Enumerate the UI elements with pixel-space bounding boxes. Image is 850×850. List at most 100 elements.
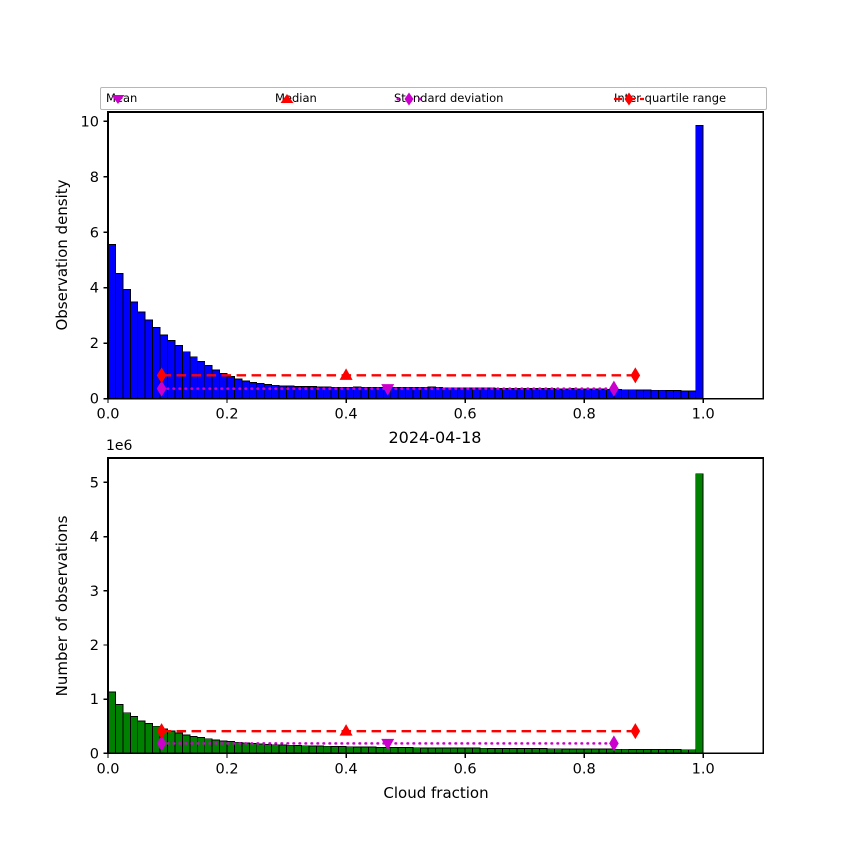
x-tick-label: 1.0 bbox=[691, 762, 714, 778]
histogram-bar bbox=[598, 388, 607, 399]
histogram-bar bbox=[694, 473, 704, 755]
y-tick-label: 10 bbox=[80, 114, 98, 130]
histogram-bar bbox=[412, 747, 421, 755]
histogram-bar bbox=[263, 383, 272, 399]
histogram-bar bbox=[196, 737, 205, 755]
axes-frame bbox=[106, 110, 764, 400]
x-tick-label: 0.4 bbox=[334, 762, 357, 778]
y-tick-label: 2 bbox=[89, 638, 98, 654]
y-tick-label: 1 bbox=[89, 692, 98, 708]
histogram-bar bbox=[114, 704, 124, 755]
histogram-bar bbox=[211, 739, 220, 755]
legend-item-mean: Mean bbox=[106, 88, 137, 109]
x-tick-label: 0.0 bbox=[96, 762, 119, 778]
mean-marker-icon bbox=[380, 383, 394, 396]
histogram-bar bbox=[590, 388, 600, 399]
diamond-dotted-line-icon bbox=[396, 92, 422, 106]
y-tick-label: 3 bbox=[89, 584, 98, 600]
x-tick-label: 0.8 bbox=[572, 762, 595, 778]
counts-histogram: 0.0 0.2 0.4 0.6 0.8 1.0 0 1 2 3 4 5 bbox=[89, 457, 764, 778]
histogram-bar bbox=[620, 388, 629, 399]
iqr-diamond-icon bbox=[630, 723, 640, 740]
density-histogram: 0.0 0.2 0.4 0.6 0.8 1.0 0 2 4 6 8 10 bbox=[80, 110, 764, 422]
histogram-bar bbox=[680, 390, 689, 399]
legend: Mean Median Standard deviation Inter qua… bbox=[100, 87, 767, 110]
histogram-bar bbox=[628, 388, 637, 399]
histogram-bar bbox=[360, 746, 369, 755]
plot-title: 2024-04-18 bbox=[388, 428, 482, 447]
histogram-bar bbox=[144, 723, 153, 755]
histogram-bar bbox=[315, 745, 324, 755]
histogram-bar bbox=[256, 382, 265, 399]
y-tick-label: 4 bbox=[89, 280, 98, 296]
histogram-bar bbox=[330, 746, 339, 755]
x-tick-label: 0.2 bbox=[215, 762, 238, 778]
histogram-bar bbox=[665, 389, 674, 399]
std-dev-diamond-icon bbox=[608, 735, 619, 752]
axes-frame bbox=[106, 457, 764, 755]
iqr-diamond-icon bbox=[630, 367, 640, 384]
y-tick-label: 4 bbox=[89, 530, 98, 546]
histogram-bar bbox=[136, 311, 146, 399]
histogram-bar bbox=[449, 747, 458, 755]
legend-label-iqr: Inter quartile range bbox=[614, 91, 727, 105]
histogram-bar bbox=[129, 716, 138, 755]
histogram-bar bbox=[322, 746, 332, 755]
legend-item-median: Median bbox=[275, 88, 317, 109]
histogram-bar bbox=[345, 746, 354, 755]
histogram-bar bbox=[546, 387, 555, 399]
histogram-bar bbox=[196, 360, 205, 399]
histogram-bar bbox=[203, 738, 213, 755]
y-tick-label: 5 bbox=[89, 476, 98, 492]
histogram-bar bbox=[189, 355, 198, 399]
histogram-bar bbox=[129, 301, 138, 399]
y-tick-label: 2 bbox=[89, 336, 98, 352]
histogram-bar bbox=[516, 387, 525, 399]
histogram-bar bbox=[575, 388, 585, 399]
median-marker-icon bbox=[339, 724, 353, 736]
legend-item-iqr: Inter quartile range bbox=[614, 88, 726, 109]
histogram-bar bbox=[650, 389, 659, 399]
histogram-bar bbox=[442, 747, 451, 755]
histogram-bar bbox=[114, 272, 124, 399]
histogram-bar bbox=[561, 388, 570, 399]
triangle-down-icon bbox=[111, 95, 125, 104]
x-tick-label: 0.0 bbox=[96, 406, 119, 422]
histogram-bar bbox=[404, 747, 414, 755]
histogram-bar bbox=[122, 288, 131, 399]
histogram-bar bbox=[256, 744, 265, 755]
y-axis-label-bottom: Number of observations bbox=[53, 515, 71, 697]
histogram-bar bbox=[419, 747, 429, 755]
x-tick-label: 0.2 bbox=[215, 406, 238, 422]
legend-item-std: Standard deviation bbox=[394, 88, 503, 109]
x-tick-label: 0.4 bbox=[334, 406, 357, 422]
histogram-bar bbox=[270, 744, 280, 755]
x-tick-label: 0.8 bbox=[572, 406, 595, 422]
histogram-bar bbox=[672, 389, 682, 399]
std-dev-diamond-icon bbox=[156, 735, 167, 752]
y-tick-label: 6 bbox=[89, 225, 98, 241]
histogram-bar bbox=[553, 388, 562, 399]
triangle-up-icon bbox=[280, 94, 294, 103]
histogram-bar bbox=[293, 745, 302, 755]
std-dev-diamond-icon bbox=[608, 380, 619, 397]
mean-marker-icon bbox=[380, 739, 394, 751]
histogram-bar bbox=[687, 390, 696, 399]
histogram-bar bbox=[337, 746, 347, 755]
histogram-bar bbox=[375, 747, 384, 755]
median-marker-icon bbox=[339, 368, 353, 380]
histogram-bar bbox=[494, 387, 503, 399]
histogram-bar bbox=[107, 691, 116, 755]
x-tick-label: 1.0 bbox=[691, 406, 714, 422]
y-tick-label: 8 bbox=[89, 170, 98, 186]
histogram-bar bbox=[531, 387, 540, 399]
histogram-bar bbox=[523, 387, 533, 399]
histogram-bar bbox=[174, 344, 183, 399]
x-tick-label: 0.6 bbox=[453, 406, 476, 422]
histogram-bar bbox=[397, 747, 406, 755]
histogram-bar bbox=[434, 747, 443, 755]
histogram-bar bbox=[568, 387, 577, 399]
histogram-bar bbox=[308, 745, 317, 755]
y-tick-label: 0 bbox=[89, 391, 98, 407]
